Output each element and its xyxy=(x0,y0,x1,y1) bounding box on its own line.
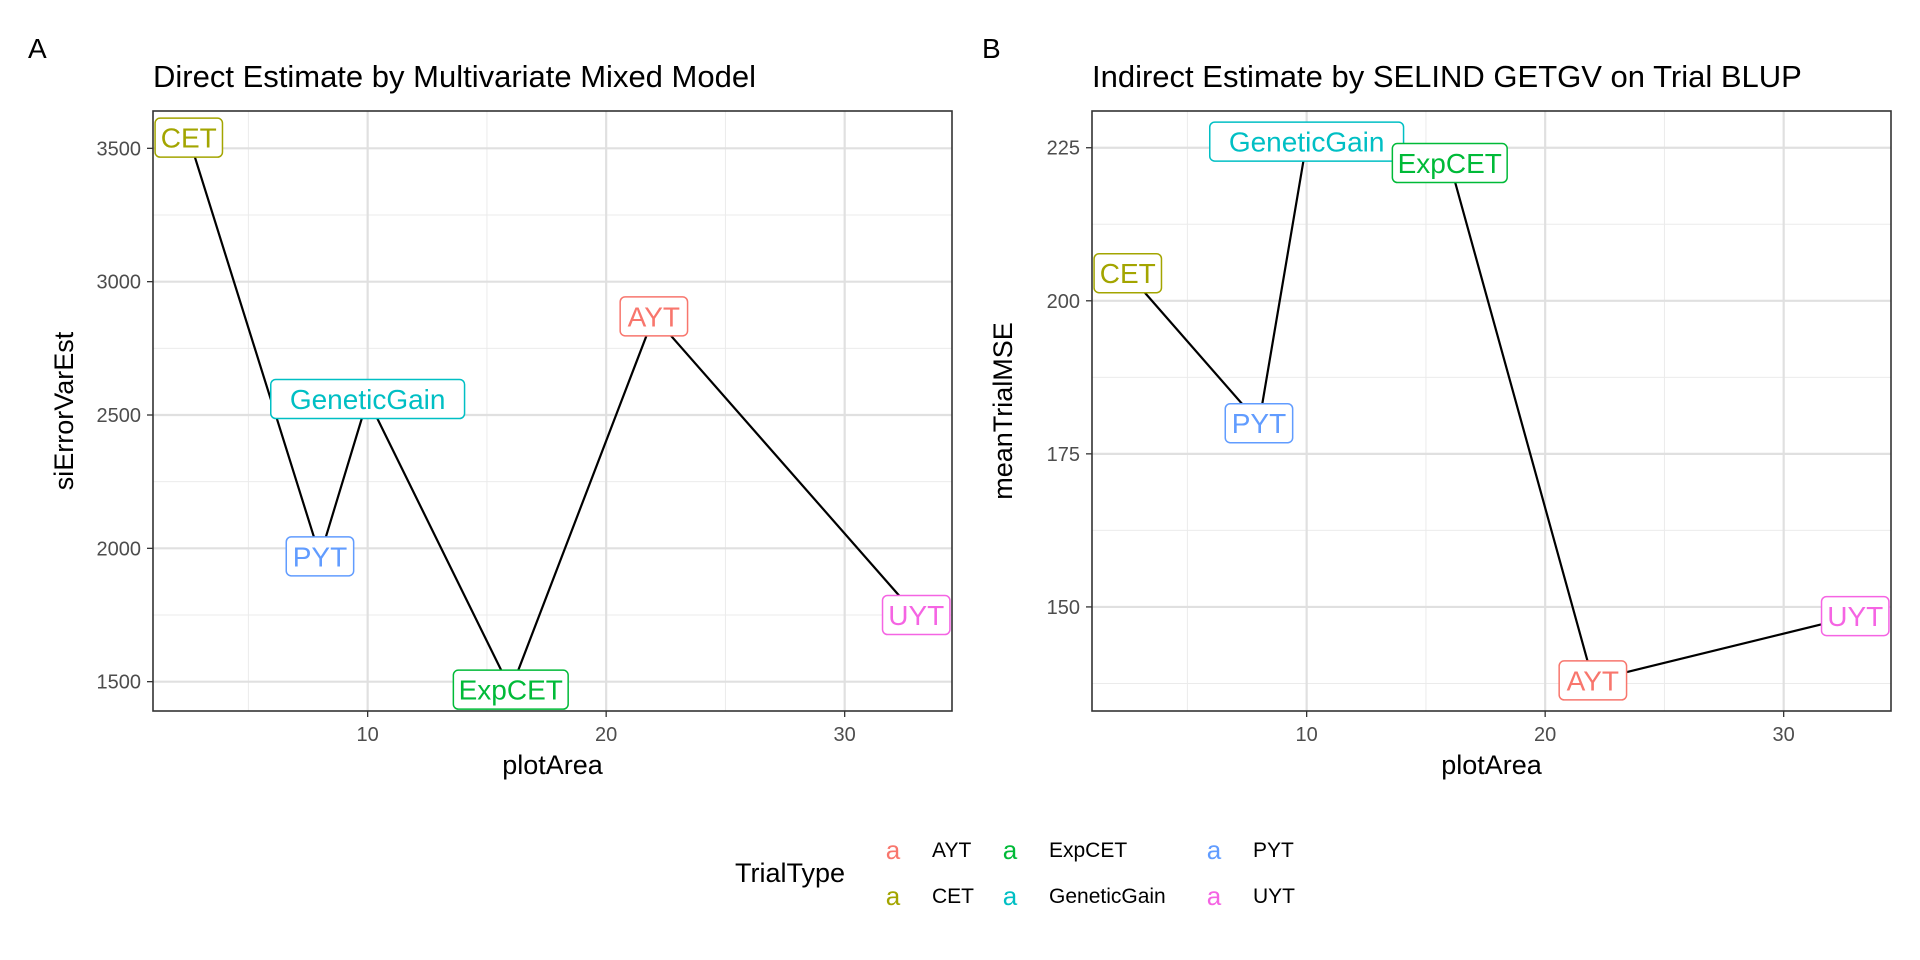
y-tick-label: 225 xyxy=(1047,138,1080,160)
point-label-uyt: UYT xyxy=(881,594,951,636)
y-tick-label: 2000 xyxy=(97,538,142,560)
point-label-pyt: PYT xyxy=(1224,402,1294,444)
legend-item-geneticgain: a GeneticGain xyxy=(1003,881,1166,911)
y-axis-title: meanTrialMSE xyxy=(988,322,1018,500)
y-tick-label: 200 xyxy=(1047,291,1080,313)
point-label-pyt: PYT xyxy=(285,536,355,577)
x-axis-title: plotArea xyxy=(1441,750,1543,780)
series-line xyxy=(187,137,918,693)
point-label-box xyxy=(270,378,466,420)
point-label-cet: CET xyxy=(154,117,224,158)
y-tick-label: 175 xyxy=(1047,444,1080,466)
panel-tag: A xyxy=(28,33,47,64)
legend-key-glyph: a xyxy=(1003,881,1018,911)
y-tick-label: 150 xyxy=(1047,597,1080,619)
legend: TrialType a AYT a CET a ExpCET a GeneticGain a PYT… xyxy=(735,835,1295,911)
legend-item-pyt: a PYT xyxy=(1207,835,1294,865)
panel-border xyxy=(152,110,953,712)
point-label-text: PYT xyxy=(1232,408,1286,439)
x-tick-label: 10 xyxy=(1296,724,1318,746)
legend-item-ayt: a AYT xyxy=(886,835,972,865)
y-tick-label: 2500 xyxy=(97,405,142,427)
point-label-expcet: ExpCET xyxy=(452,669,569,710)
legend-key-glyph: a xyxy=(1207,881,1222,911)
legend-item-label: CET xyxy=(932,885,974,908)
point-label-box xyxy=(1209,121,1405,162)
panel-tag: B xyxy=(982,33,1001,64)
point-labels: CET PYT GeneticGain ExpCET AYT UYT xyxy=(154,117,951,710)
legend-item-uyt: a UYT xyxy=(1207,881,1295,911)
legend-item-label: PYT xyxy=(1253,839,1294,862)
chart-title: Indirect Estimate by SELIND GETGV on Tri… xyxy=(1092,59,1802,94)
point-label-box xyxy=(1558,660,1628,701)
point-label-box xyxy=(285,536,355,577)
panel-b: B Indirect Estimate by SELIND GETGV on Tr… xyxy=(982,33,1892,780)
point-labels: CET PYT GeneticGain ExpCET AYT UYT xyxy=(1093,121,1890,701)
legend-item-label: UYT xyxy=(1253,885,1295,908)
point-label-text: GeneticGain xyxy=(290,384,446,415)
point-label-uyt: UYT xyxy=(1820,595,1890,637)
panel-border xyxy=(1091,110,1892,712)
legend-key-glyph: a xyxy=(886,835,901,865)
x-tick-label: 20 xyxy=(595,724,617,746)
point-label-ayt: AYT xyxy=(1558,660,1628,701)
point-label-expcet: ExpCET xyxy=(1391,142,1508,184)
y-tick-label: 3000 xyxy=(97,272,142,294)
chart-title: Direct Estimate by Multivariate Mixed Mo… xyxy=(153,59,756,94)
x-tick-label: 10 xyxy=(357,724,379,746)
point-label-text: AYT xyxy=(628,301,680,332)
point-label-text: UYT xyxy=(888,600,944,631)
y-tick-label: 3500 xyxy=(97,138,142,160)
point-label-box xyxy=(881,594,951,636)
legend-item-label: AYT xyxy=(932,839,971,862)
point-label-text: PYT xyxy=(293,541,347,572)
point-label-text: ExpCET xyxy=(459,675,563,706)
x-axis-title: plotArea xyxy=(502,750,604,780)
point-label-text: GeneticGain xyxy=(1229,127,1385,158)
legend-key-glyph: a xyxy=(886,881,901,911)
point-label-box xyxy=(452,669,569,710)
x-tick-label: 30 xyxy=(834,724,856,746)
legend-title: TrialType xyxy=(735,858,845,888)
legend-item-expcet: a ExpCET xyxy=(1003,835,1128,865)
y-tick-label: 1500 xyxy=(97,672,142,694)
point-label-box xyxy=(619,296,689,337)
point-label-box xyxy=(1093,252,1163,294)
point-label-cet: CET xyxy=(1093,252,1163,294)
legend-item-label: ExpCET xyxy=(1049,839,1127,862)
point-label-ayt: AYT xyxy=(619,296,689,337)
legend-key-glyph: a xyxy=(1003,835,1018,865)
panel-a: A Direct Estimate by Multivariate Mixed M… xyxy=(28,33,953,780)
legend-key-glyph: a xyxy=(1207,835,1222,865)
point-label-geneticgain: GeneticGain xyxy=(270,378,466,420)
point-label-box xyxy=(1820,595,1890,637)
point-label-text: CET xyxy=(1100,258,1156,289)
point-label-box xyxy=(1224,402,1294,444)
point-label-box xyxy=(154,117,224,158)
x-tick-label: 30 xyxy=(1773,724,1795,746)
point-label-text: CET xyxy=(161,123,217,154)
point-label-box xyxy=(1391,142,1508,184)
x-tick-label: 20 xyxy=(1534,724,1556,746)
point-label-text: ExpCET xyxy=(1398,148,1502,179)
y-axis-title: siErrorVarEst xyxy=(49,331,79,490)
series-line-group xyxy=(187,137,918,693)
point-label-geneticgain: GeneticGain xyxy=(1209,121,1405,162)
legend-item-label: GeneticGain xyxy=(1049,885,1166,908)
legend-item-cet: a CET xyxy=(886,881,974,911)
point-label-text: AYT xyxy=(1567,665,1619,696)
point-label-text: UYT xyxy=(1827,601,1883,632)
